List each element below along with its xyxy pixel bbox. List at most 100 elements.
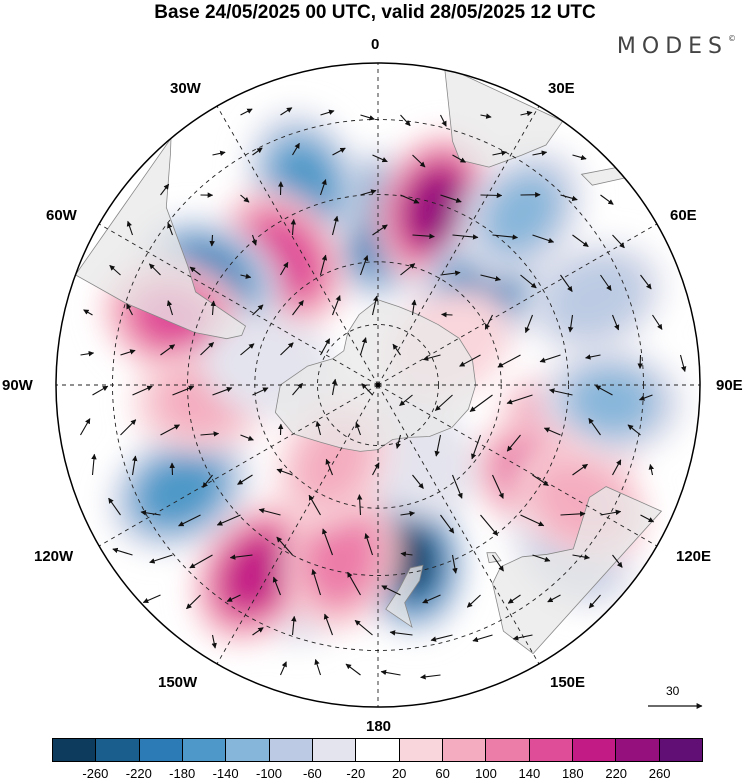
anomaly-contour-16-4 xyxy=(223,537,288,610)
wind-vector-116 xyxy=(588,417,601,436)
wind-vector-23 xyxy=(360,189,377,196)
wind-vector-2 xyxy=(320,109,335,116)
wind-vector-158 xyxy=(572,554,590,560)
wind-vector-138 xyxy=(308,494,321,516)
brand-mark: © xyxy=(728,34,736,43)
wind-vector-103 xyxy=(80,418,91,436)
colorbar-tick-6: -20 xyxy=(346,766,366,781)
colorbar-tick-1: -220 xyxy=(125,766,152,781)
wind-vector-124 xyxy=(325,458,334,476)
lon-label-90e: 90E xyxy=(716,377,743,394)
wind-vector-9 xyxy=(252,147,263,156)
south-pole-marker xyxy=(375,382,381,388)
wind-vector-58 xyxy=(126,303,133,316)
wind-vector-4 xyxy=(400,114,411,127)
colorbar-swatch-3 xyxy=(182,739,227,761)
colorbar-tick-10: 140 xyxy=(518,766,541,781)
colorbar-tick-0: -260 xyxy=(82,766,109,781)
wind-vector-34 xyxy=(290,218,297,236)
wind-vector-53 xyxy=(520,274,537,289)
wind-vector-171 xyxy=(588,594,601,609)
wind-vector-12 xyxy=(372,154,388,163)
wind-vector-86 xyxy=(637,354,643,369)
colorbar-tick-4: -100 xyxy=(255,766,283,781)
wind-vector-50 xyxy=(400,263,416,276)
wind-vector-41 xyxy=(572,234,589,248)
wind-vector-168 xyxy=(466,594,481,608)
wind-vector-175 xyxy=(323,613,334,636)
wind-vectors xyxy=(80,107,687,680)
wind-vector-76 xyxy=(240,343,255,356)
wind-vector-183 xyxy=(345,663,361,676)
lon-label-180: 180 xyxy=(366,718,392,735)
wind-vector-106 xyxy=(200,431,220,437)
wind-vector-83 xyxy=(497,354,521,368)
meridian-30 xyxy=(377,105,540,386)
wind-vector-185 xyxy=(420,674,441,680)
wind-vector-75 xyxy=(200,342,214,356)
wind-vector-72 xyxy=(80,350,95,357)
colorbar-swatch-11 xyxy=(529,739,573,761)
south-america xyxy=(74,136,246,340)
colorbar-swatch-9 xyxy=(442,739,487,761)
wind-vector-178 xyxy=(430,634,453,642)
wind-vector-7 xyxy=(520,110,533,117)
wind-vector-147 xyxy=(112,547,133,556)
wind-vector-161 xyxy=(186,594,201,610)
wind-vector-55 xyxy=(600,274,612,291)
wind-vector-22 xyxy=(319,179,327,196)
wind-vector-96 xyxy=(399,394,413,407)
wind-vector-176 xyxy=(354,619,373,636)
wind-vector-155 xyxy=(451,554,458,574)
lon-label-150w: 150W xyxy=(158,674,198,691)
wind-vector-180 xyxy=(512,634,533,641)
wind-vector-77 xyxy=(280,342,294,356)
wind-vector-14 xyxy=(452,154,466,163)
wind-vector-37 xyxy=(412,233,435,239)
lon-label-120w: 120W xyxy=(34,548,74,565)
wind-vector-121 xyxy=(202,474,213,489)
wind-vector-125 xyxy=(372,462,380,476)
wind-vector-79 xyxy=(359,337,367,356)
wind-vector-136 xyxy=(216,514,241,526)
wind-vector-115 xyxy=(543,427,561,436)
lon-label-120e: 120E xyxy=(676,548,712,565)
wind-vector-1 xyxy=(280,107,293,116)
wind-vector-90 xyxy=(172,385,195,396)
colorbar-tick-3: -140 xyxy=(212,766,239,781)
lon-label-30w: 30W xyxy=(170,80,201,97)
wind-vector-81 xyxy=(422,354,441,361)
wind-vector-145 xyxy=(600,509,622,516)
wind-vector-18 xyxy=(160,183,170,196)
wind-vector-118 xyxy=(91,453,97,476)
colorbar-tick-5: -60 xyxy=(302,766,322,781)
wind-vector-70 xyxy=(611,314,620,331)
wind-vector-84 xyxy=(539,354,561,363)
wind-vector-45 xyxy=(189,266,201,276)
wind-vector-101 xyxy=(595,385,613,396)
wind-vector-109 xyxy=(315,420,322,436)
wind-vector-146 xyxy=(640,514,655,523)
wind-vector-39 xyxy=(492,234,519,240)
wind-vector-137 xyxy=(258,508,281,516)
wind-vector-113 xyxy=(471,434,482,460)
wind-vector-20 xyxy=(240,194,250,203)
wind-vector-24 xyxy=(400,194,420,204)
colorbar-swatch-7 xyxy=(356,739,400,761)
lon-label-90w: 90W xyxy=(2,377,33,394)
graticule xyxy=(56,63,700,707)
wind-vector-64 xyxy=(371,295,379,316)
wind-vector-5 xyxy=(440,114,447,127)
wind-vector-104 xyxy=(120,419,137,436)
wind-vector-98 xyxy=(469,394,493,412)
wind-vector-26 xyxy=(480,192,503,199)
wind-vector-51 xyxy=(440,270,461,276)
colorbar-tick-7: 20 xyxy=(391,766,407,781)
wind-vector-122 xyxy=(237,474,253,485)
wind-vector-6 xyxy=(480,113,492,119)
wind-vector-60 xyxy=(210,300,216,316)
wind-vector-128 xyxy=(491,474,504,499)
brand-name: MODES xyxy=(616,34,728,59)
wind-vector-73 xyxy=(120,349,136,356)
wind-vector-100 xyxy=(548,388,573,396)
